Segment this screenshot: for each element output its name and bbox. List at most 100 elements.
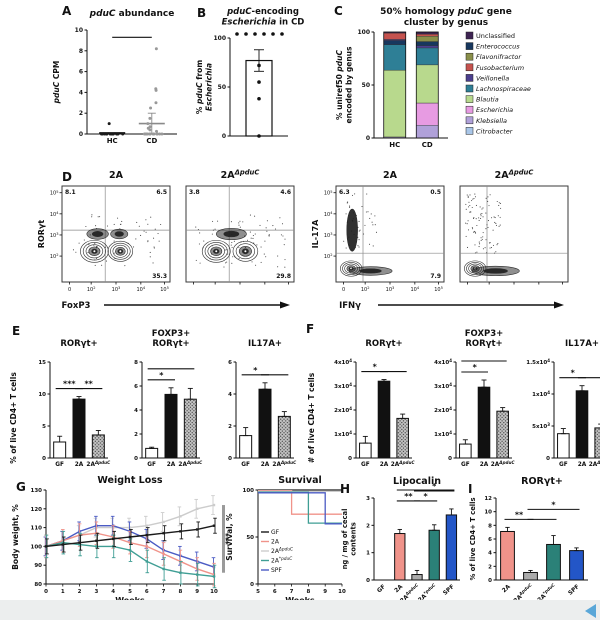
svg-text:110: 110 bbox=[31, 526, 43, 532]
svg-text:0: 0 bbox=[546, 456, 550, 462]
svg-text:105: 105 bbox=[434, 286, 443, 293]
svg-text:GF: GF bbox=[361, 462, 370, 468]
svg-text:**: ** bbox=[84, 380, 93, 389]
svg-text:2x104: 2x104 bbox=[434, 406, 452, 414]
svg-text:FoxP3: FoxP3 bbox=[62, 301, 91, 311]
svg-text:4x104: 4x104 bbox=[334, 358, 352, 366]
svg-text:2: 2 bbox=[134, 432, 138, 438]
svg-text:80: 80 bbox=[34, 582, 42, 588]
svg-text:6: 6 bbox=[134, 384, 138, 390]
svg-text:3: 3 bbox=[94, 589, 98, 595]
svg-text:5x103: 5x103 bbox=[532, 422, 550, 430]
svg-text:RORγt+: RORγt+ bbox=[465, 339, 502, 349]
svg-text:8: 8 bbox=[488, 523, 492, 529]
panel-letter-d: D bbox=[62, 170, 72, 184]
svg-text:0: 0 bbox=[79, 131, 83, 138]
svg-text:2A: 2A bbox=[271, 539, 280, 546]
svg-text:1.5x104: 1.5x104 bbox=[526, 358, 550, 366]
svg-text:IL17A+: IL17A+ bbox=[565, 339, 599, 349]
svg-text:% of live CD4+ T cells: % of live CD4+ T cells bbox=[9, 372, 18, 464]
svg-text:Unclassified: Unclassified bbox=[476, 32, 515, 40]
svg-text:50% homology pduC gene: 50% homology pduC gene bbox=[380, 7, 512, 17]
panel-e-percent-bars: % of live CD4+ T cells RORγt+ 0 5 10 15 GF 2A 2A… bbox=[6, 318, 304, 476]
panel-letter-e: E bbox=[12, 324, 21, 338]
panel-letter-a: A bbox=[62, 4, 72, 18]
svg-text:2AΔpduC: 2AΔpduC bbox=[491, 460, 516, 468]
svg-text:IL-17A: IL-17A bbox=[311, 219, 320, 249]
panel-a-pduc-abundance-chart: pduC abundance 0 2 4 6 8 10 pduC CPM HC CD bbox=[45, 2, 195, 162]
svg-text:Lachnospiraceae: Lachnospiraceae bbox=[476, 85, 531, 93]
svg-text:10: 10 bbox=[75, 27, 83, 34]
svg-text:2A: 2A bbox=[261, 462, 270, 468]
svg-text:104: 104 bbox=[137, 286, 146, 293]
svg-text:*: * bbox=[253, 366, 258, 375]
svg-text:102: 102 bbox=[324, 253, 333, 260]
svg-text:# of live CD4+ T cells: # of live CD4+ T cells bbox=[307, 372, 316, 463]
svg-text:8: 8 bbox=[79, 48, 83, 55]
svg-text:***: *** bbox=[63, 380, 76, 389]
svg-text:0.5: 0.5 bbox=[430, 189, 441, 196]
svg-text:105: 105 bbox=[160, 286, 169, 293]
svg-text:8: 8 bbox=[306, 589, 310, 595]
panel-letter-c: C bbox=[334, 4, 343, 18]
svg-text:3.8: 3.8 bbox=[189, 189, 200, 196]
svg-text:103: 103 bbox=[324, 232, 333, 239]
svg-text:Blautia: Blautia bbox=[476, 96, 499, 104]
svg-text:2AΔpduC: 2AΔpduC bbox=[589, 460, 600, 468]
svg-text:130: 130 bbox=[31, 488, 43, 494]
svg-text:7: 7 bbox=[290, 589, 294, 595]
svg-text:GF: GF bbox=[147, 462, 156, 468]
count-cd4-bars: # of live CD4+ T cells RORγt+ 0 1x104 2x104 3… bbox=[307, 329, 600, 468]
svg-text:FOXP3+: FOXP3+ bbox=[465, 329, 504, 339]
svg-text:2AΔpduC: 2AΔpduC bbox=[86, 460, 111, 468]
svg-text:50: 50 bbox=[246, 535, 254, 541]
panel-g-weight-survival: Weight Loss8090100110120130012345678910W… bbox=[6, 472, 358, 620]
svg-text:2A: 2A bbox=[380, 462, 389, 468]
svg-text:ng / mg of cecal: ng / mg of cecal bbox=[341, 509, 349, 570]
svg-text:29.8: 29.8 bbox=[276, 273, 291, 280]
svg-text:102: 102 bbox=[87, 286, 96, 293]
svg-text:contents: contents bbox=[350, 522, 358, 556]
svg-text:0: 0 bbox=[134, 456, 138, 462]
panel-letter-f: F bbox=[306, 322, 315, 336]
svg-text:1x104: 1x104 bbox=[434, 430, 452, 438]
svg-text:90: 90 bbox=[34, 563, 42, 569]
svg-text:GF: GF bbox=[376, 584, 387, 594]
svg-text:HC: HC bbox=[389, 141, 400, 149]
svg-text:2A: 2A bbox=[75, 462, 84, 468]
svg-text:GF: GF bbox=[559, 462, 568, 468]
nav-arrow-icon[interactable] bbox=[585, 604, 596, 618]
svg-text:SPF: SPF bbox=[568, 584, 581, 597]
svg-text:4: 4 bbox=[134, 408, 138, 414]
svg-text:2A: 2A bbox=[578, 462, 587, 468]
flow-cytometry-plots: RORγt 2A 8.1 6.5 35.3 105 104 103 102 0 102 103 104 1… bbox=[37, 168, 569, 311]
svg-text:6.5: 6.5 bbox=[156, 189, 167, 196]
svg-text:8: 8 bbox=[178, 589, 182, 595]
weight-survival-charts: Weight Loss8090100110120130012345678910W… bbox=[11, 475, 346, 605]
svg-text:35.3: 35.3 bbox=[152, 273, 167, 280]
svg-text:2AΔpduC: 2AΔpduC bbox=[178, 460, 203, 468]
svg-text:pduC abundance: pduC abundance bbox=[89, 9, 175, 19]
svg-text:12: 12 bbox=[484, 496, 492, 502]
svg-text:2AΔpduC: 2AΔpduC bbox=[271, 547, 293, 555]
svg-text:100: 100 bbox=[243, 488, 255, 494]
svg-text:2: 2 bbox=[488, 564, 492, 570]
svg-text:2: 2 bbox=[79, 110, 83, 117]
svg-text:0: 0 bbox=[222, 133, 226, 140]
svg-text:RORγt+: RORγt+ bbox=[152, 339, 189, 349]
svg-text:104: 104 bbox=[50, 211, 59, 218]
svg-text:Lipocalin: Lipocalin bbox=[393, 476, 441, 487]
svg-text:102: 102 bbox=[50, 253, 59, 260]
svg-text:0: 0 bbox=[250, 582, 254, 588]
svg-text:% uniref50 pduC: % uniref50 pduC bbox=[335, 49, 344, 120]
svg-text:10: 10 bbox=[210, 589, 218, 595]
svg-text:6: 6 bbox=[228, 360, 232, 366]
svg-text:Survival: Survival bbox=[278, 475, 322, 486]
svg-text:2A: 2A bbox=[480, 462, 489, 468]
svg-text:2A: 2A bbox=[383, 170, 398, 181]
panel-h-lipocalin-bars: Lipocalin 0 1 2 3 ng / mg of cecal contents GF 2… bbox=[338, 472, 468, 620]
